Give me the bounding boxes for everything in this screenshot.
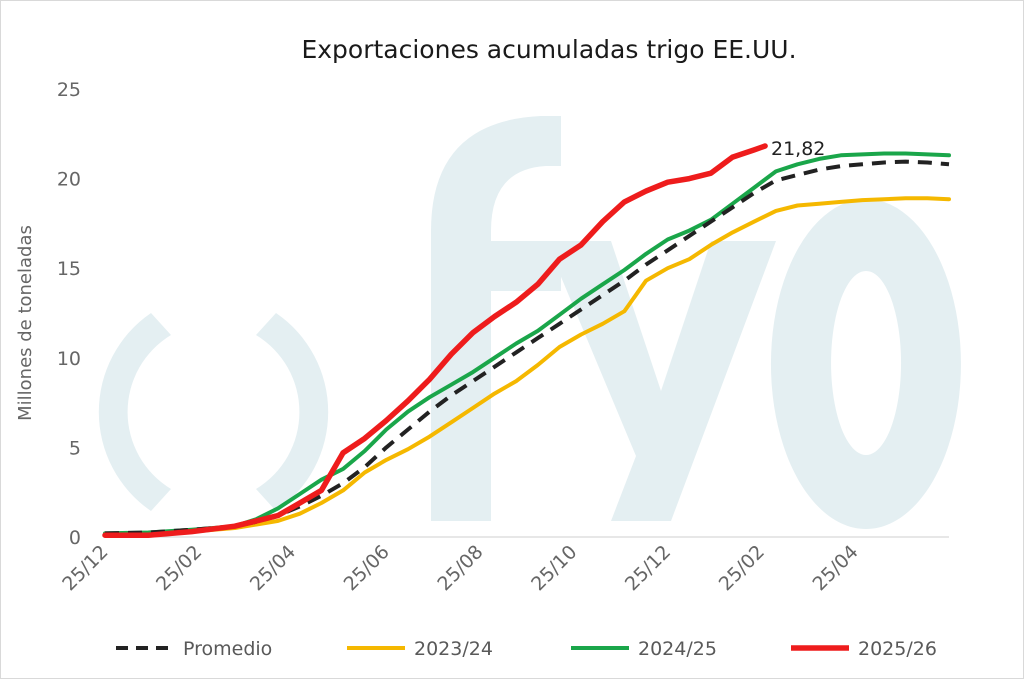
- x-tick-label: 25/12: [621, 541, 675, 595]
- x-tick-label: 25/02: [715, 541, 769, 595]
- legend: Promedio 2023/24 2024/25 2025/26: [116, 638, 937, 660]
- y-axis-label: Millones de toneladas: [15, 225, 36, 421]
- fyo-watermark: [98, 116, 961, 529]
- watermark-letter-o: [770, 199, 961, 529]
- legend-label: Promedio: [183, 638, 272, 660]
- watermark-arc-right: [256, 313, 329, 511]
- series-line-2024-25: [103, 151, 951, 536]
- x-tick-label: 25/02: [152, 541, 206, 595]
- series-line-promedio: [104, 159, 950, 536]
- y-tick-label: 10: [57, 348, 81, 370]
- watermark-letter-y: [546, 241, 776, 521]
- y-tick-label: 20: [57, 169, 81, 191]
- series-line-2023-24: [103, 196, 951, 537]
- series-line-2025-26: [102, 143, 768, 538]
- x-tick-label: 25/08: [433, 541, 487, 595]
- y-tick-label: 15: [57, 258, 81, 280]
- legend-label: 2024/25: [638, 638, 717, 660]
- y-tick-labels: 0 5 10 15 20 25: [57, 79, 81, 549]
- y-tick-label: 25: [57, 79, 81, 101]
- chart-title: Exportaciones acumuladas trigo EE.UU.: [301, 35, 796, 64]
- series-lines: [102, 143, 951, 538]
- x-tick-label: 25/10: [527, 541, 581, 595]
- legend-label: 2025/26: [858, 638, 937, 660]
- watermark-letter-f: [431, 116, 561, 521]
- x-tick-labels: 25/12 25/02 25/04 25/06 25/08 25/10 25/12 25/02…: [58, 541, 863, 595]
- x-tick-label: 25/04: [808, 541, 862, 595]
- x-tick-label: 25/12: [58, 541, 112, 595]
- y-tick-label: 5: [69, 437, 81, 459]
- last-value-annotation: 21,82: [771, 138, 825, 160]
- x-tick-label: 25/04: [246, 541, 300, 595]
- y-tick-label: 0: [69, 527, 81, 549]
- x-tick-label: 25/06: [340, 541, 394, 595]
- watermark-arc: [98, 313, 171, 511]
- legend-label: 2023/24: [414, 638, 493, 660]
